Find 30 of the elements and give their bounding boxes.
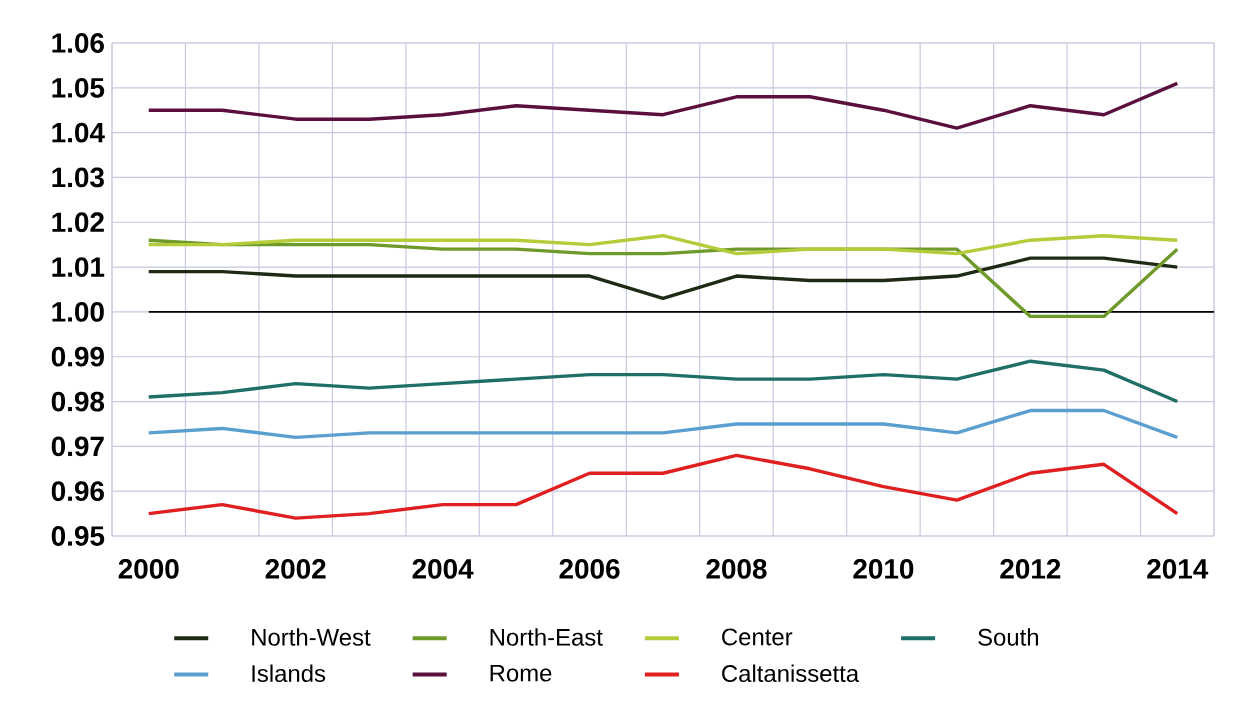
y-tick-label: 1.00 (52, 302, 104, 322)
y-tick-label: 0.98 (51, 391, 105, 412)
line-series (147, 81, 1179, 130)
y-tick-label: 0.95 (51, 526, 105, 546)
x-tick-label: 2000 (118, 559, 179, 579)
line-series (147, 453, 1179, 520)
y-tick-label: 1.02 (52, 212, 104, 233)
y-tick-label: 0.99 (51, 346, 104, 367)
legend-label: Caltanissetta (722, 664, 860, 683)
legend-label: South (978, 628, 1039, 646)
x-tick-label: 2008 (706, 559, 767, 579)
legend-label: Islands (252, 664, 326, 683)
x-tick-label: 2004 (412, 559, 474, 579)
y-tick-label: 1.04 (52, 122, 105, 143)
y-tick-label: 1.05 (52, 77, 105, 98)
legend-label: North-East (490, 628, 603, 646)
y-tick-label: 0.97 (51, 436, 104, 457)
y-tick-label: 1.03 (52, 167, 104, 188)
y-tick-label: 0.96 (51, 481, 104, 502)
legend-label: North-West (252, 628, 371, 646)
legend-label: Rome (490, 664, 552, 682)
x-tick-label: 2010 (853, 559, 914, 579)
y-tick-label: 1.01 (52, 257, 105, 277)
x-tick-label: 2006 (559, 559, 620, 579)
x-tick-label: 2002 (265, 559, 326, 579)
x-tick-label: 2014 (1147, 559, 1209, 579)
x-tick-label: 2012 (1000, 559, 1061, 579)
line-series (147, 359, 1179, 404)
y-tick-label: 1.06 (52, 33, 104, 53)
legend-label: Center (722, 628, 793, 646)
